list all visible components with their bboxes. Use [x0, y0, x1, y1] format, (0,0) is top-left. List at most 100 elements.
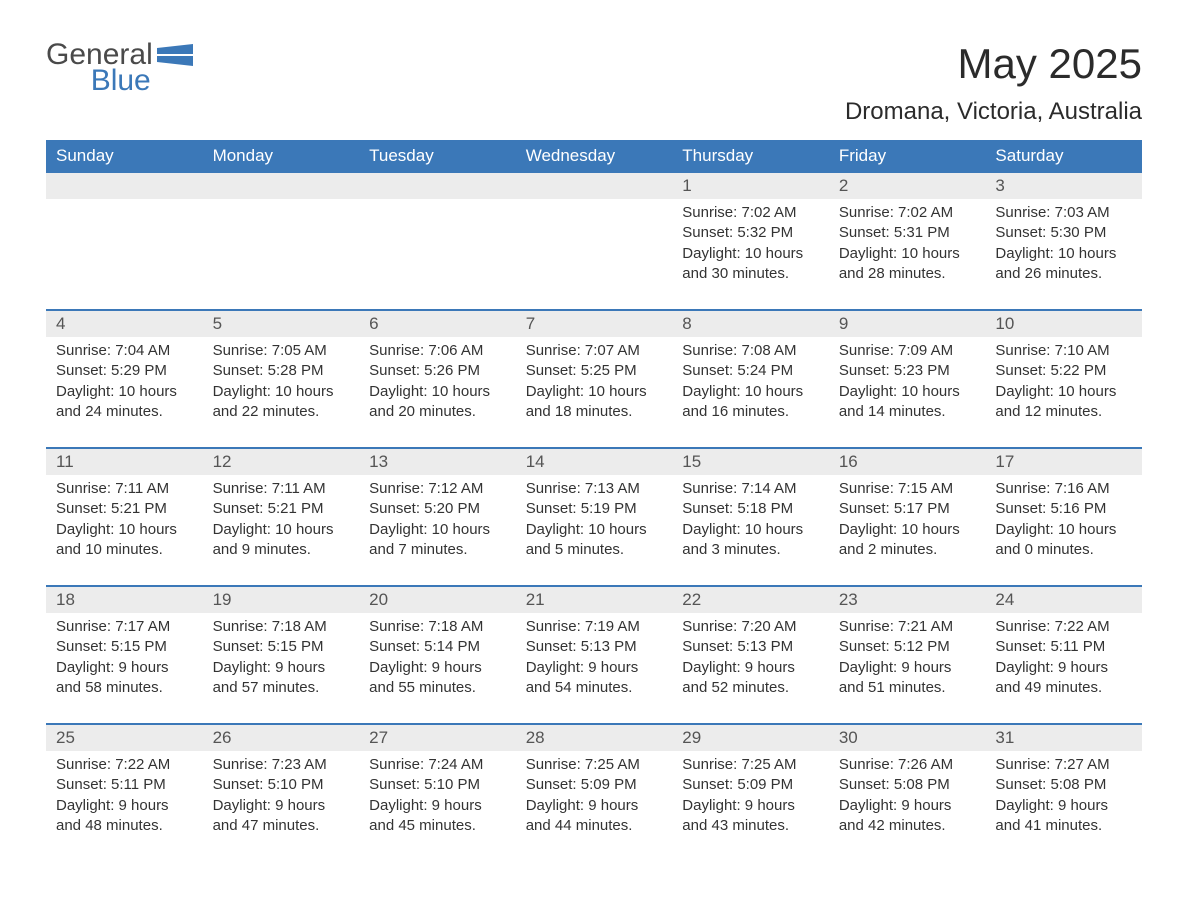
sunrise-line: Sunrise: 7:21 AM [839, 617, 976, 637]
day-number: 4 [46, 311, 203, 337]
day-cell [516, 199, 673, 309]
day-cell [203, 199, 360, 309]
flag-icon [157, 44, 193, 66]
day-cell: Sunrise: 7:02 AMSunset: 5:31 PMDaylight:… [829, 199, 986, 309]
day-number: 26 [203, 725, 360, 751]
daylight-line: Daylight: 9 hours and 55 minutes. [369, 658, 506, 699]
sunset-line: Sunset: 5:30 PM [995, 223, 1132, 243]
page-title: May 2025 [845, 40, 1142, 88]
sunset-line: Sunset: 5:24 PM [682, 361, 819, 381]
day-cell: Sunrise: 7:19 AMSunset: 5:13 PMDaylight:… [516, 613, 673, 723]
day-number: 25 [46, 725, 203, 751]
day-number: 2 [829, 173, 986, 199]
daylight-line: Daylight: 10 hours and 20 minutes. [369, 382, 506, 423]
sunset-line: Sunset: 5:31 PM [839, 223, 976, 243]
sunrise-line: Sunrise: 7:25 AM [682, 755, 819, 775]
day-cell [46, 199, 203, 309]
title-block: May 2025 Dromana, Victoria, Australia [845, 40, 1142, 126]
brand-logo-text: General Blue [46, 40, 153, 96]
daylight-line: Daylight: 9 hours and 45 minutes. [369, 796, 506, 837]
sunrise-line: Sunrise: 7:07 AM [526, 341, 663, 361]
daylight-line: Daylight: 10 hours and 14 minutes. [839, 382, 976, 423]
dow-cell: Friday [829, 140, 986, 173]
day-number: 6 [359, 311, 516, 337]
daylight-line: Daylight: 9 hours and 42 minutes. [839, 796, 976, 837]
day-number: 13 [359, 449, 516, 475]
dow-cell: Tuesday [359, 140, 516, 173]
day-number: 28 [516, 725, 673, 751]
daynum-band: 18192021222324 [46, 587, 1142, 613]
day-cell: Sunrise: 7:03 AMSunset: 5:30 PMDaylight:… [985, 199, 1142, 309]
daylight-line: Daylight: 10 hours and 10 minutes. [56, 520, 193, 561]
day-cell: Sunrise: 7:16 AMSunset: 5:16 PMDaylight:… [985, 475, 1142, 585]
daycontent-band: Sunrise: 7:04 AMSunset: 5:29 PMDaylight:… [46, 337, 1142, 447]
day-number: 22 [672, 587, 829, 613]
sunrise-line: Sunrise: 7:17 AM [56, 617, 193, 637]
daylight-line: Daylight: 9 hours and 43 minutes. [682, 796, 819, 837]
day-number: 7 [516, 311, 673, 337]
week-row: 18192021222324 Sunrise: 7:17 AM Sunset: 5:… [46, 585, 1142, 723]
dow-cell: Thursday [672, 140, 829, 173]
day-number: 27 [359, 725, 516, 751]
day-cell: Sunrise: 7:05 AMSunset: 5:28 PMDaylight:… [203, 337, 360, 447]
sunrise-line: Sunrise: 7:08 AM [682, 341, 819, 361]
daylight-line: Daylight: 10 hours and 18 minutes. [526, 382, 663, 423]
sunrise-line: Sunrise: 7:11 AM [213, 479, 350, 499]
daynum-band: 25262728293031 [46, 725, 1142, 751]
daylight-line: Daylight: 10 hours and 3 minutes. [682, 520, 819, 561]
page-subtitle: Dromana, Victoria, Australia [845, 98, 1142, 126]
dow-cell: Wednesday [516, 140, 673, 173]
day-number: 3 [985, 173, 1142, 199]
sunrise-line: Sunrise: 7:27 AM [995, 755, 1132, 775]
sunset-line: Sunset: 5:08 PM [995, 775, 1132, 795]
sunset-line: Sunset: 5:08 PM [839, 775, 976, 795]
day-cell: Sunrise: 7:20 AMSunset: 5:13 PMDaylight:… [672, 613, 829, 723]
sunset-line: Sunset: 5:17 PM [839, 499, 976, 519]
sunset-line: Sunset: 5:09 PM [526, 775, 663, 795]
sunset-line: Sunset: 5:12 PM [839, 637, 976, 657]
day-of-week-header: SundayMondayTuesdayWednesdayThursdayFrid… [46, 140, 1142, 173]
daylight-line: Daylight: 9 hours and 52 minutes. [682, 658, 819, 699]
sunrise-line: Sunrise: 7:13 AM [526, 479, 663, 499]
dow-cell: Sunday [46, 140, 203, 173]
day-number: 15 [672, 449, 829, 475]
sunset-line: Sunset: 5:16 PM [995, 499, 1132, 519]
day-cell: Sunrise: 7:22 AMSunset: 5:11 PMDaylight:… [46, 751, 203, 861]
sunset-line: Sunset: 5:25 PM [526, 361, 663, 381]
sunrise-line: Sunrise: 7:05 AM [213, 341, 350, 361]
day-number: 21 [516, 587, 673, 613]
header: General Blue May 2025 Dromana, Victoria,… [46, 40, 1142, 126]
day-cell: Sunrise: 7:11 AMSunset: 5:21 PMDaylight:… [203, 475, 360, 585]
sunrise-line: Sunrise: 7:25 AM [526, 755, 663, 775]
sunrise-line: Sunrise: 7:20 AM [682, 617, 819, 637]
week-row: 25262728293031Sunrise: 7:22 AMSunset: 5:… [46, 723, 1142, 861]
day-cell: Sunrise: 7:21 AMSunset: 5:12 PMDaylight:… [829, 613, 986, 723]
sunrise-line: Sunrise: 7:03 AM [995, 203, 1132, 223]
sunset-line: Sunset: 5:19 PM [526, 499, 663, 519]
daylight-line: Daylight: 10 hours and 2 minutes. [839, 520, 976, 561]
day-cell: Sunrise: 7:15 AMSunset: 5:17 PMDaylight:… [829, 475, 986, 585]
daylight-line: Daylight: 10 hours and 28 minutes. [839, 244, 976, 285]
sunrise-line: Sunrise: 7:12 AM [369, 479, 506, 499]
daycontent-band: Sunrise: 7:17 AM Sunset: 5:15 PM Daylight:… [46, 613, 1142, 723]
sunset-line: Sunset: 5:13 PM [526, 637, 663, 657]
day-cell: Sunrise: 7:11 AMSunset: 5:21 PMDaylight:… [46, 475, 203, 585]
daylight-line: Daylight: 10 hours and 7 minutes. [369, 520, 506, 561]
daycontent-band: Sunrise: 7:22 AMSunset: 5:11 PMDaylight:… [46, 751, 1142, 861]
sunrise-line: Sunrise: 7:02 AM [839, 203, 976, 223]
day-cell [359, 199, 516, 309]
sunrise-line: Sunrise: 7:16 AM [995, 479, 1132, 499]
day-cell: Sunrise: 7:12 AMSunset: 5:20 PMDaylight:… [359, 475, 516, 585]
daylight-line: Daylight: 9 hours and 48 minutes. [56, 796, 193, 837]
daylight-line: Daylight: 9 hours and 51 minutes. [839, 658, 976, 699]
day-cell: Sunrise: 7:04 AMSunset: 5:29 PMDaylight:… [46, 337, 203, 447]
sunset-line: Sunset: 5:21 PM [56, 499, 193, 519]
daylight-line: Daylight: 10 hours and 22 minutes. [213, 382, 350, 423]
day-cell: Sunrise: 7:18 AMSunset: 5:15 PMDaylight:… [203, 613, 360, 723]
sunrise-line: Sunrise: 7:22 AM [56, 755, 193, 775]
daylight-line: Daylight: 9 hours and 49 minutes. [995, 658, 1132, 699]
sunset-line: Sunset: 5:15 PM [213, 637, 350, 657]
sunset-line: Sunset: 5:32 PM [682, 223, 819, 243]
brand-logo: General Blue [46, 40, 193, 96]
daylight-line: Daylight: 10 hours and 24 minutes. [56, 382, 193, 423]
